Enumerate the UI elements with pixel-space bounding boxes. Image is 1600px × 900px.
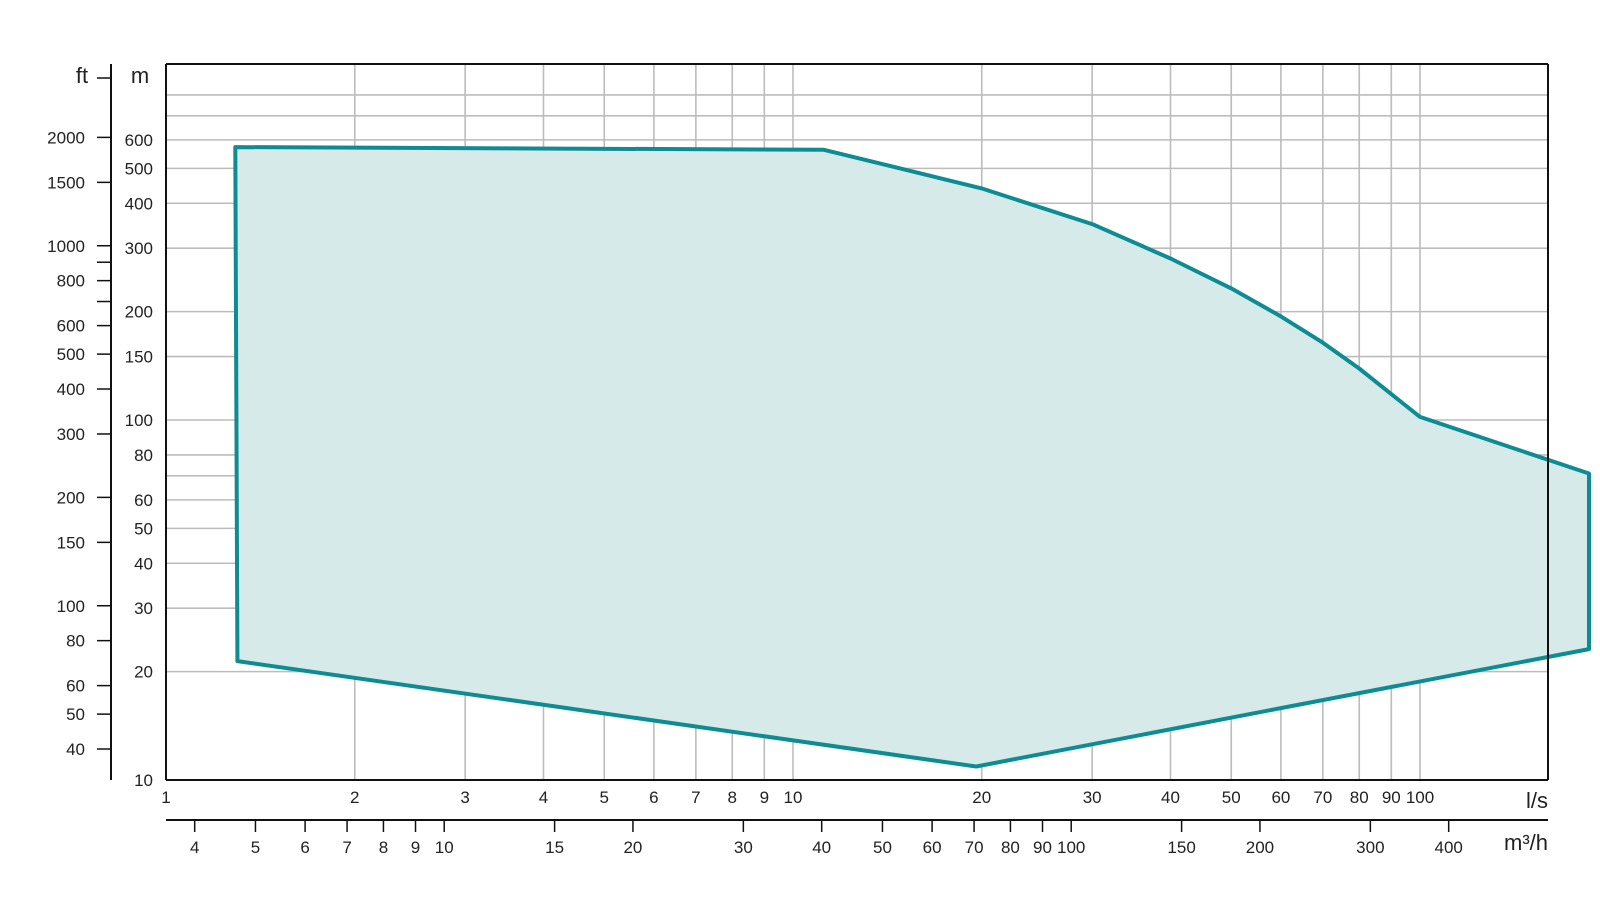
secondary-x-tick-label: 50 bbox=[873, 838, 892, 857]
secondary-y-unit-label: ft bbox=[76, 63, 88, 88]
x-tick-label: 2 bbox=[350, 788, 359, 807]
x-tick-label: 90 bbox=[1382, 788, 1401, 807]
secondary-x-tick-label: 300 bbox=[1356, 838, 1384, 857]
secondary-y-tick-label: 50 bbox=[66, 705, 85, 724]
x-unit-label: l/s bbox=[1526, 788, 1548, 813]
operating-envelope bbox=[233, 145, 1591, 769]
x-tick-label: 4 bbox=[539, 788, 548, 807]
envelope-layer bbox=[233, 145, 1591, 769]
secondary-y-tick-label: 200 bbox=[57, 488, 85, 507]
secondary-x-tick-label: 9 bbox=[411, 838, 420, 857]
x-tick-label: 30 bbox=[1083, 788, 1102, 807]
secondary-x-tick-label: 400 bbox=[1435, 838, 1463, 857]
y-tick-label: 10 bbox=[134, 771, 153, 790]
y-tick-label: 80 bbox=[134, 446, 153, 465]
secondary-x-tick-label: 6 bbox=[300, 838, 309, 857]
x-tick-label: 1 bbox=[161, 788, 170, 807]
secondary-x-tick-label: 40 bbox=[812, 838, 831, 857]
secondary-x-tick-label: 4 bbox=[190, 838, 199, 857]
y-tick-label: 60 bbox=[134, 491, 153, 510]
secondary-x-tick-label: 70 bbox=[965, 838, 984, 857]
y-tick-label: 400 bbox=[125, 194, 153, 213]
x-tick-label: 80 bbox=[1350, 788, 1369, 807]
y-tick-label: 500 bbox=[125, 159, 153, 178]
secondary-x-tick-label: 200 bbox=[1246, 838, 1274, 857]
x-tick-label: 60 bbox=[1271, 788, 1290, 807]
x-tick-label: 70 bbox=[1313, 788, 1332, 807]
secondary-x-tick-label: 8 bbox=[379, 838, 388, 857]
secondary-y-tick-label: 600 bbox=[57, 317, 85, 336]
y-tick-label: 100 bbox=[125, 411, 153, 430]
y-tick-label: 50 bbox=[134, 519, 153, 538]
y-tick-label: 300 bbox=[125, 239, 153, 258]
secondary-x-tick-label: 80 bbox=[1001, 838, 1020, 857]
x-tick-label: 7 bbox=[691, 788, 700, 807]
y-tick-label: 30 bbox=[134, 599, 153, 618]
secondary-y-tick-label: 40 bbox=[66, 740, 85, 759]
secondary-y-tick-label: 150 bbox=[57, 533, 85, 552]
secondary-x-tick-label: 15 bbox=[545, 838, 564, 857]
secondary-y-tick-label: 80 bbox=[66, 632, 85, 651]
y-unit-label: m bbox=[131, 63, 149, 88]
y-tick-label: 150 bbox=[125, 348, 153, 367]
secondary-x-tick-label: 100 bbox=[1057, 838, 1085, 857]
y-tick-label: 200 bbox=[125, 303, 153, 322]
x-tick-label: 5 bbox=[600, 788, 609, 807]
y-tick-label: 40 bbox=[134, 554, 153, 573]
secondary-y-tick-label: 300 bbox=[57, 425, 85, 444]
secondary-y-tick-label: 100 bbox=[57, 597, 85, 616]
secondary-x-tick-label: 7 bbox=[342, 838, 351, 857]
x-tick-label: 50 bbox=[1222, 788, 1241, 807]
secondary-y-tick-label: 400 bbox=[57, 380, 85, 399]
secondary-x-unit-label: m³/h bbox=[1504, 830, 1548, 855]
x-tick-label: 6 bbox=[649, 788, 658, 807]
secondary-x-tick-label: 90 bbox=[1033, 838, 1052, 857]
x-tick-label: 3 bbox=[460, 788, 469, 807]
x-tick-label: 40 bbox=[1161, 788, 1180, 807]
x-tick-label: 20 bbox=[972, 788, 991, 807]
x-tick-label: 9 bbox=[760, 788, 769, 807]
x-tick-label: 10 bbox=[784, 788, 803, 807]
secondary-x-tick-label: 30 bbox=[734, 838, 753, 857]
secondary-y-tick-label: 2000 bbox=[47, 128, 85, 147]
secondary-y-tick-label: 60 bbox=[66, 677, 85, 696]
secondary-y-tick-label: 500 bbox=[57, 345, 85, 364]
secondary-y-tick-label: 800 bbox=[57, 272, 85, 291]
x-tick-label: 100 bbox=[1406, 788, 1434, 807]
secondary-x-tick-label: 5 bbox=[251, 838, 260, 857]
axis-layer bbox=[97, 63, 1549, 832]
secondary-x-tick-label: 150 bbox=[1167, 838, 1195, 857]
secondary-x-tick-label: 60 bbox=[923, 838, 942, 857]
label-layer: 1 2 3 4 5 6 7 8 9 10 20 30 40 50 60 70 80 90 100 l/s4 5 6 7 8 9 1… bbox=[47, 63, 1548, 857]
y-tick-label: 600 bbox=[125, 131, 153, 150]
secondary-x-tick-label: 10 bbox=[435, 838, 454, 857]
secondary-y-tick-label: 1500 bbox=[47, 173, 85, 192]
y-tick-label: 20 bbox=[134, 663, 153, 682]
secondary-x-tick-label: 20 bbox=[623, 838, 642, 857]
secondary-y-tick-label: 1000 bbox=[47, 237, 85, 256]
x-tick-label: 8 bbox=[728, 788, 737, 807]
